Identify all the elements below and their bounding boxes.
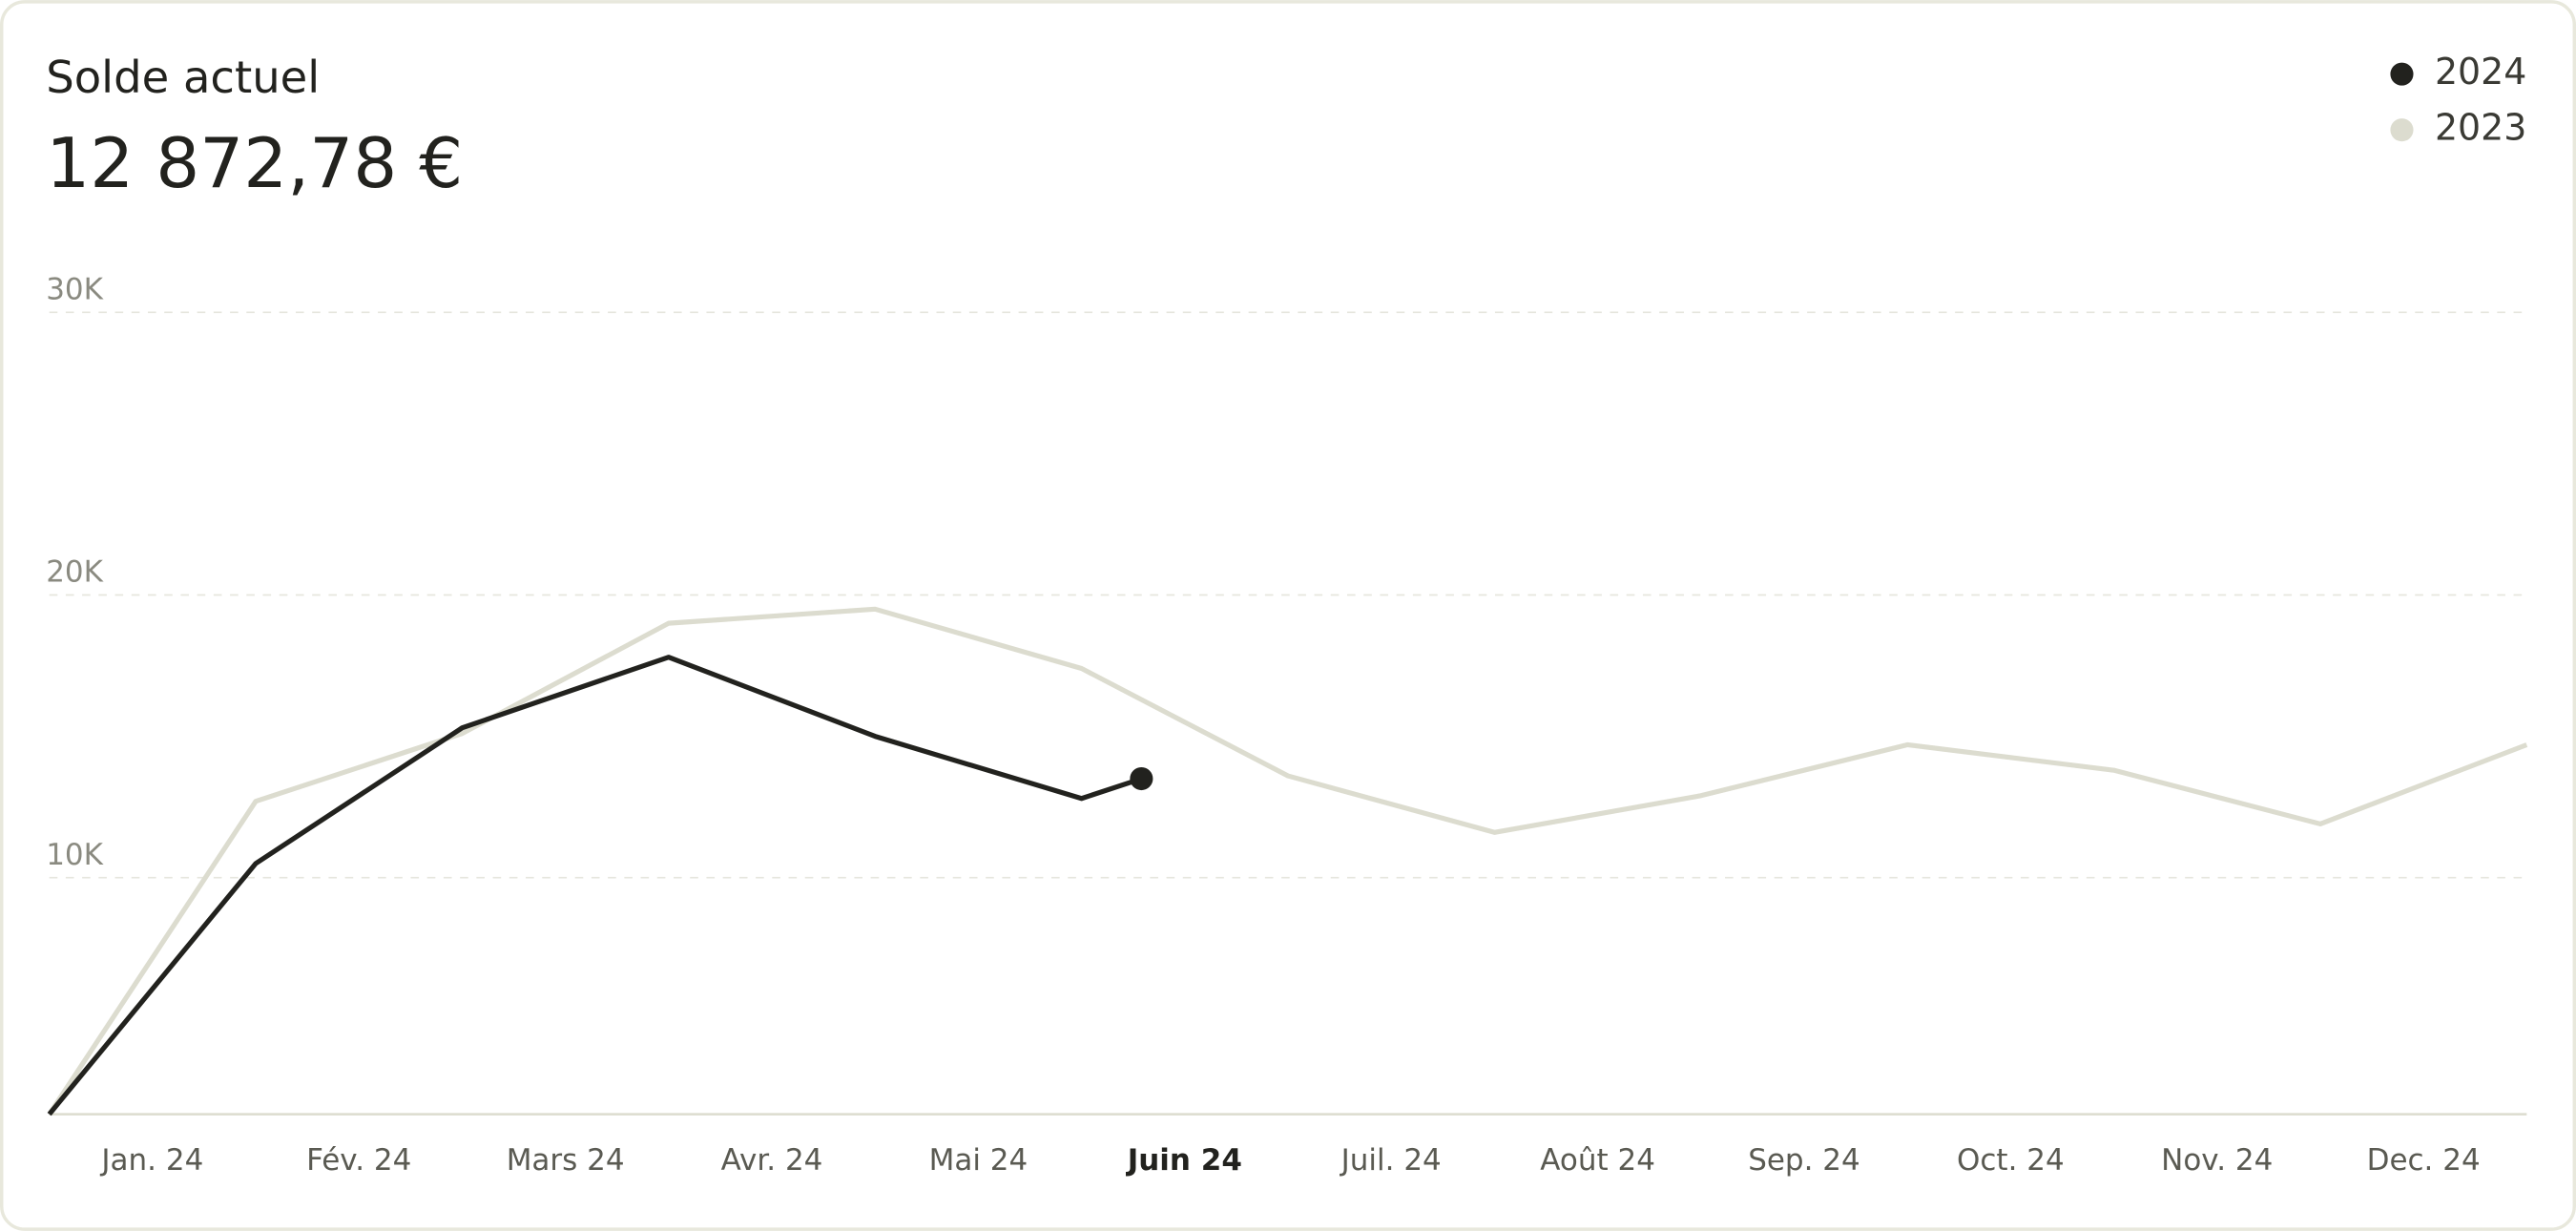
legend-label: 2024 — [2435, 51, 2526, 93]
x-tick-label: Août 24 — [1540, 1143, 1655, 1178]
line — [47, 606, 2528, 1116]
chart-title: Solde actuel — [46, 52, 320, 103]
legend-marker — [2390, 118, 2414, 142]
x-tick-label: Nov. 24 — [2161, 1143, 2273, 1178]
x-tick-label: Dec. 24 — [2367, 1143, 2481, 1178]
y-tick-label: 30K — [46, 272, 103, 306]
x-tick-label: Mars 24 — [507, 1143, 625, 1178]
end-point — [1130, 766, 1153, 791]
y-tick-label: 10K — [46, 838, 103, 872]
line — [47, 655, 1143, 1116]
legend-label: 2023 — [2435, 107, 2526, 149]
x-tick-label: Fév. 24 — [306, 1143, 411, 1178]
x-tick-label: Mai 24 — [929, 1143, 1028, 1178]
x-tick-label: Jan. 24 — [99, 1143, 203, 1178]
x-tick-label: Oct. 24 — [1957, 1143, 2065, 1178]
x-tick-label: Juin 24 — [1126, 1143, 1242, 1178]
balance: 12 872,78 € — [46, 124, 463, 204]
legend-marker — [2390, 62, 2414, 86]
x-tick-label: Sep. 24 — [1748, 1143, 1860, 1178]
x-tick-label: Avr. 24 — [721, 1143, 823, 1178]
x-tick-label: Juil. 24 — [1340, 1143, 1442, 1178]
y-tick-label: 20K — [46, 555, 103, 590]
